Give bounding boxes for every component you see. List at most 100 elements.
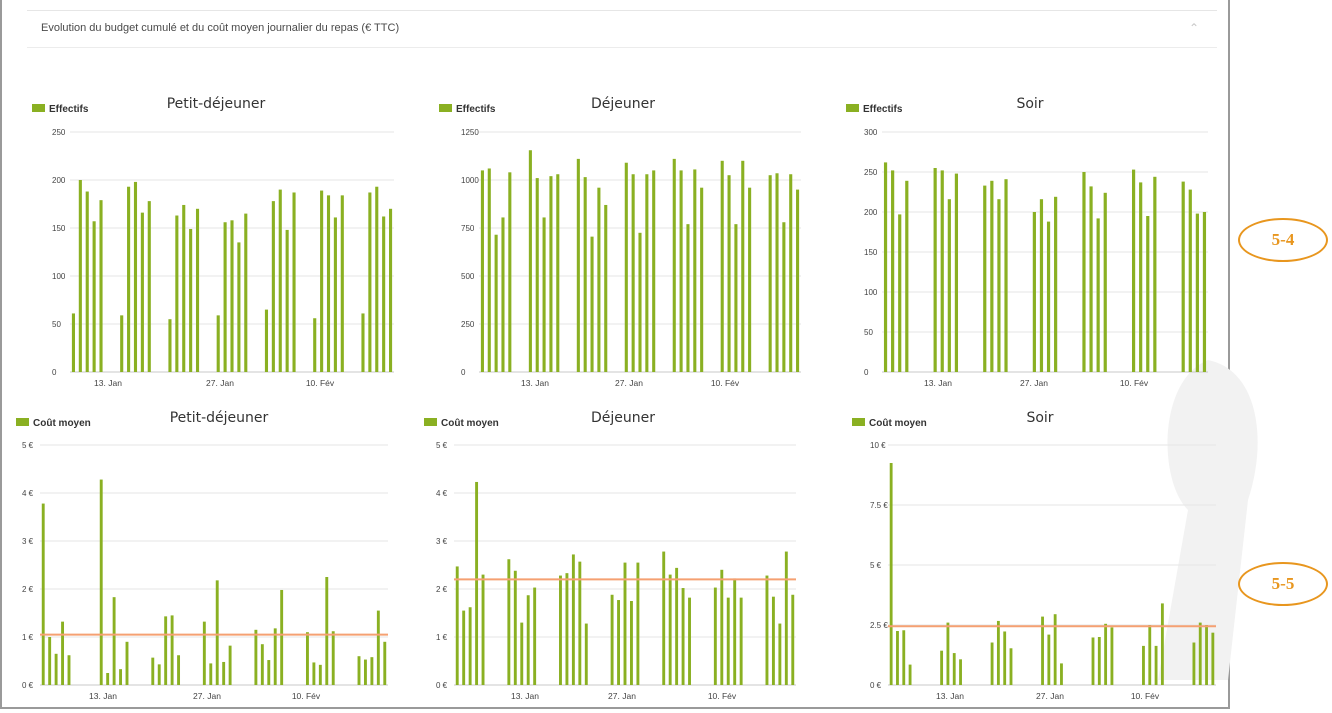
bar[interactable] (313, 318, 317, 372)
bar[interactable] (209, 663, 213, 685)
bar[interactable] (318, 664, 322, 685)
bar[interactable] (638, 232, 642, 372)
bar[interactable] (280, 589, 284, 685)
bar[interactable] (528, 150, 532, 372)
bar[interactable] (383, 641, 387, 685)
bar[interactable] (778, 623, 782, 685)
bar[interactable] (1041, 616, 1044, 685)
bar[interactable] (1091, 637, 1095, 685)
bar[interactable] (597, 187, 601, 372)
bar[interactable] (688, 597, 691, 685)
bar[interactable] (125, 641, 129, 685)
bar[interactable] (771, 596, 775, 685)
bar[interactable] (636, 562, 640, 685)
bar[interactable] (375, 186, 379, 372)
bar[interactable] (99, 200, 103, 372)
bar[interactable] (947, 199, 951, 372)
bar[interactable] (481, 574, 485, 685)
bar[interactable] (223, 222, 227, 372)
bar[interactable] (556, 174, 560, 372)
bar[interactable] (119, 669, 123, 685)
bar[interactable] (604, 204, 608, 372)
bar[interactable] (726, 597, 730, 685)
bar[interactable] (1104, 623, 1108, 685)
bar[interactable] (1211, 632, 1215, 685)
bar[interactable] (1032, 212, 1036, 372)
bar[interactable] (720, 160, 724, 372)
bar[interactable] (508, 172, 512, 372)
bar[interactable] (312, 662, 316, 685)
bar[interactable] (363, 659, 367, 685)
bar[interactable] (140, 212, 144, 372)
bar[interactable] (624, 162, 628, 372)
bar[interactable] (164, 616, 168, 685)
bar[interactable] (333, 217, 337, 372)
bar[interactable] (357, 656, 361, 685)
bar[interactable] (520, 622, 524, 685)
bar[interactable] (260, 644, 264, 685)
bar[interactable] (623, 562, 627, 685)
bar[interactable] (1004, 179, 1008, 372)
bar[interactable] (99, 479, 103, 685)
bar[interactable] (92, 221, 96, 372)
bar[interactable] (112, 597, 116, 685)
bar[interactable] (177, 655, 181, 685)
bar[interactable] (382, 216, 386, 372)
bar[interactable] (542, 217, 546, 372)
bar[interactable] (494, 234, 498, 372)
bar[interactable] (468, 607, 472, 685)
bar[interactable] (1103, 192, 1107, 372)
bar[interactable] (189, 228, 193, 372)
bar[interactable] (1148, 625, 1152, 685)
bar[interactable] (170, 615, 174, 685)
bar[interactable] (739, 597, 743, 685)
bar[interactable] (1053, 614, 1057, 685)
bar[interactable] (720, 569, 724, 685)
bar[interactable] (983, 185, 987, 372)
bar[interactable] (202, 621, 206, 685)
bar[interactable] (271, 201, 275, 372)
bar[interactable] (168, 319, 172, 372)
bar[interactable] (1131, 169, 1136, 372)
bar[interactable] (583, 177, 587, 372)
bar[interactable] (535, 178, 539, 372)
bar[interactable] (959, 659, 962, 685)
bar[interactable] (889, 463, 893, 685)
bar[interactable] (748, 187, 752, 372)
bar[interactable] (368, 192, 372, 372)
bar[interactable] (733, 578, 737, 685)
bar[interactable] (78, 180, 82, 372)
bar[interactable] (578, 561, 582, 685)
bar[interactable] (610, 594, 614, 685)
bar[interactable] (672, 158, 676, 372)
bar[interactable] (1110, 627, 1114, 685)
bar[interactable] (361, 313, 365, 372)
bar[interactable] (559, 575, 562, 685)
bar[interactable] (278, 189, 282, 372)
bar[interactable] (106, 673, 110, 685)
bar[interactable] (67, 655, 71, 685)
bar[interactable] (85, 191, 89, 372)
chevron-up-icon[interactable]: ⌃ (1188, 21, 1200, 35)
bar[interactable] (1205, 625, 1208, 685)
bar[interactable] (700, 187, 704, 372)
bar[interactable] (331, 631, 335, 685)
bar[interactable] (565, 573, 569, 685)
bar[interactable] (264, 309, 269, 372)
bar[interactable] (1047, 634, 1051, 685)
bar[interactable] (1181, 181, 1185, 372)
bar[interactable] (584, 623, 588, 685)
bar[interactable] (292, 192, 296, 372)
bar[interactable] (326, 195, 331, 372)
bar[interactable] (340, 195, 344, 372)
bar[interactable] (933, 168, 937, 372)
bar[interactable] (533, 587, 537, 685)
bar[interactable] (305, 632, 309, 685)
bar[interactable] (273, 628, 277, 685)
bar[interactable] (325, 577, 329, 685)
bar[interactable] (1089, 186, 1093, 372)
bar[interactable] (1097, 637, 1101, 685)
bar[interactable] (1003, 631, 1007, 685)
bar[interactable] (182, 204, 186, 372)
bar[interactable] (630, 601, 633, 685)
